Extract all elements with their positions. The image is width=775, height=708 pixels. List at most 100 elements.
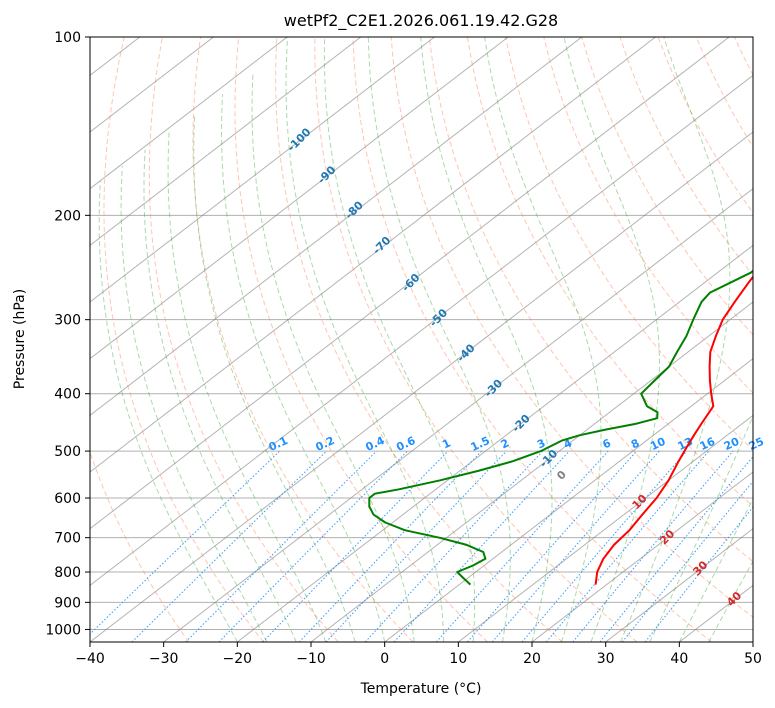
isotherm-label: -30	[482, 376, 505, 399]
isotherm-line	[237, 244, 753, 642]
dry-adiabat	[695, 37, 753, 148]
x-tick-label: −40	[75, 651, 105, 667]
mixing-ratio-label: 2	[499, 436, 511, 451]
x-tick-label: 10	[449, 651, 467, 667]
mixing-ratio-label: 6	[600, 436, 613, 451]
mixing-ratio-line	[622, 480, 753, 642]
isotherm-line	[90, 37, 435, 303]
y-tick-label: 700	[54, 531, 81, 547]
y-tick-label: 100	[54, 30, 81, 46]
y-tick-label: 400	[54, 387, 81, 403]
moist-adiabat	[98, 180, 238, 642]
mixing-ratio-label: 20	[722, 435, 742, 453]
x-axis: −40 −30 −20 −10 0 10 20 30 40 50	[75, 642, 762, 667]
isotherm-line	[90, 74, 753, 586]
moist-adiabat	[193, 114, 356, 642]
isotherm-label: 20	[657, 527, 677, 547]
dry-adiabat	[543, 37, 753, 394]
mixing-ratio-line	[218, 450, 408, 642]
y-tick-label: 200	[54, 208, 81, 224]
isotherm-line	[310, 301, 753, 642]
isotherm-line	[163, 188, 753, 642]
dry-adiabat	[619, 37, 753, 276]
isotherm-line	[605, 528, 753, 642]
mixing-ratio-line	[491, 450, 660, 642]
dry-adiabat	[234, 37, 488, 642]
temperature-line	[594, 275, 753, 585]
dry-adiabat	[90, 450, 190, 642]
isotherm-label: 30	[690, 558, 710, 578]
mixing-ratio-line	[599, 456, 753, 642]
mixing-ratio-line	[545, 450, 710, 642]
moist-adiabat	[120, 165, 268, 642]
isotherm-line	[531, 471, 753, 642]
isotherm-line	[458, 414, 753, 642]
x-tick-label: 50	[744, 651, 762, 667]
dry-adiabat	[390, 37, 753, 618]
isotherm-line	[384, 358, 753, 642]
dry-adiabat	[505, 37, 753, 451]
dry-adiabat	[192, 37, 414, 642]
moist-adiabat	[649, 414, 753, 642]
mixing-ratio-line	[90, 450, 281, 635]
isotherm-line	[90, 37, 214, 133]
y-tick-label: 500	[54, 444, 81, 460]
mixing-ratio-line	[521, 450, 688, 642]
moist-adiabat	[420, 37, 553, 642]
mixing-ratio-line	[131, 450, 327, 642]
dry-adiabat	[733, 37, 753, 76]
moist-adiabat	[285, 37, 445, 642]
x-tick-label: −20	[223, 651, 253, 667]
mixing-ratio-label: 13	[676, 435, 695, 453]
mixing-ratio-label: 10	[648, 435, 668, 453]
y-axis-title: Pressure (hPa)	[12, 289, 28, 389]
mixing-ratio-line	[298, 450, 483, 642]
mixing-ratio-line	[393, 450, 570, 642]
mixing-ratio-line	[364, 450, 544, 642]
isotherm-label: 0	[554, 468, 569, 483]
x-axis-title: Temperature (°C)	[360, 681, 482, 697]
moist-adiabat	[678, 497, 753, 642]
y-tick-label: 800	[54, 565, 81, 581]
mixing-ratio-line	[467, 450, 638, 642]
mixing-ratio-label: 16	[698, 435, 718, 453]
isotherm-label: -50	[427, 306, 450, 329]
x-tick-label: 0	[380, 651, 389, 667]
dry-adiabat	[352, 37, 713, 642]
dry-adiabat	[148, 37, 339, 642]
y-tick-label: 1000	[45, 622, 81, 638]
moist-adiabat	[167, 132, 327, 642]
mixing-ratio-line	[325, 450, 507, 642]
dry-adiabat	[466, 37, 753, 507]
dry-adiabat	[314, 37, 638, 642]
dry-adiabat	[103, 37, 264, 642]
isotherm-label: -100	[285, 125, 314, 154]
isotherm-line	[90, 37, 583, 416]
mixing-ratio-label: 25	[747, 435, 766, 453]
dry-adiabat	[657, 37, 753, 214]
moist-adiabat	[143, 149, 297, 642]
isotherm-line	[90, 37, 656, 473]
x-tick-label: 40	[670, 651, 688, 667]
dry-adiabat	[275, 37, 563, 642]
mixing-ratio-line	[262, 450, 449, 642]
moist-adiabat	[484, 37, 602, 642]
mixing-ratio-line	[572, 450, 734, 642]
y-tick-label: 600	[54, 491, 81, 507]
moist-adiabat	[563, 37, 660, 642]
y-tick-label: 900	[54, 595, 81, 611]
isotherm-label: 40	[724, 589, 744, 609]
moist-adiabat	[619, 37, 731, 642]
profile-lines	[368, 269, 753, 586]
background-lines	[90, 37, 753, 642]
x-tick-label: −10	[296, 651, 326, 667]
isotherm-label: -20	[509, 412, 532, 435]
isotherm-line	[90, 37, 362, 246]
isotherm-line	[679, 584, 753, 642]
dewpoint-line	[368, 269, 753, 586]
plot-frame	[89, 36, 754, 643]
moist-adiabat	[220, 94, 386, 642]
y-axis: 100 200 300 400 500 600 700 800 900 1000	[45, 30, 90, 638]
isotherm-line	[90, 37, 730, 530]
